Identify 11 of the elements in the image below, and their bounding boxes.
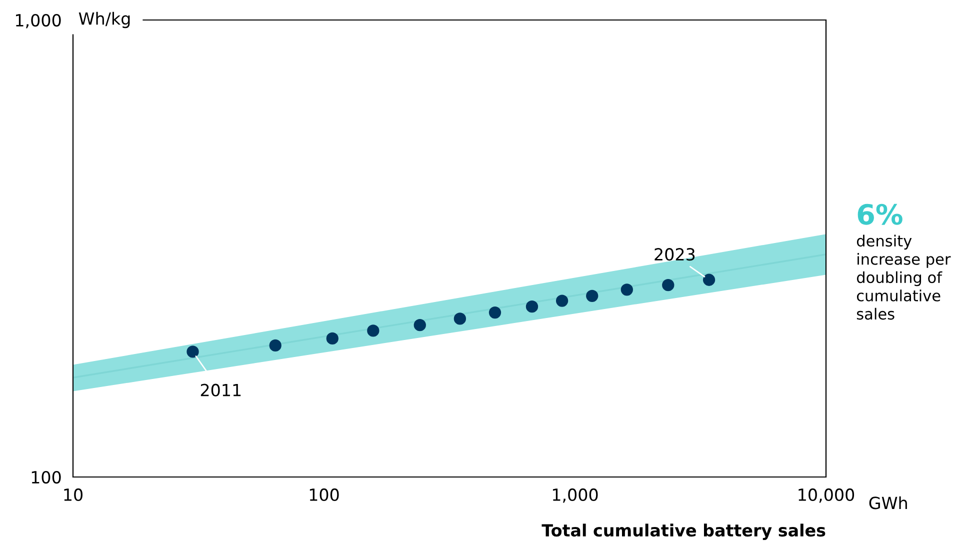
x-axis-title: Total cumulative battery sales — [542, 524, 826, 540]
x-tick-label: 100 — [310, 488, 339, 502]
text: 6% — [858, 204, 902, 225]
x-tick-label: 10 — [64, 488, 82, 502]
y-axis-title: Wh/kg — [78, 12, 130, 28]
text: GWh — [869, 496, 907, 510]
annotation: 2011 — [200, 384, 241, 396]
text: density increase per doubling of cumulative sales — [856, 234, 951, 320]
x-tick-label: 10,000 — [798, 488, 854, 503]
annotation: 2023 — [654, 248, 695, 261]
x-tick-label: 1,000 — [552, 488, 598, 503]
